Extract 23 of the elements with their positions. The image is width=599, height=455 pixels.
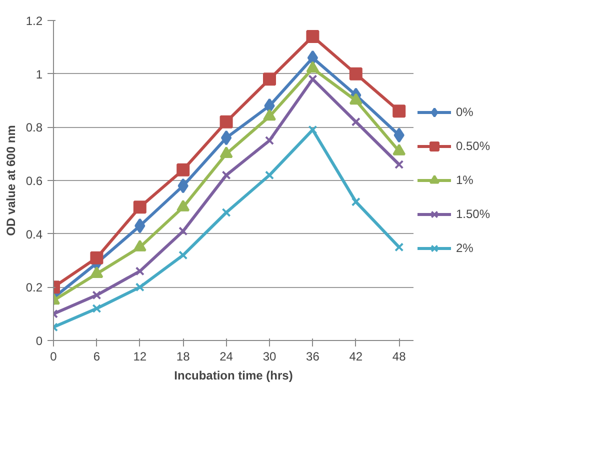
x-tick-label: 30	[262, 350, 276, 364]
y-tick-label: 0.8	[26, 120, 43, 135]
x-tick-label: 6	[93, 350, 100, 364]
x-tick-label: 36	[306, 350, 320, 364]
y-tick-label: 1	[36, 67, 43, 82]
x-tick-label: 0	[50, 350, 58, 364]
x-tick-label: 24	[220, 350, 234, 364]
legend-label: 0%	[456, 105, 474, 119]
legend-label: 0.50%	[456, 139, 490, 153]
y-tick-label: 1.2	[26, 14, 43, 28]
legend-label: 2%	[456, 241, 474, 255]
legend-label: 1%	[456, 173, 474, 187]
y-axis-title: OD value at 600 nm	[4, 125, 18, 236]
y-tick-label: 0	[36, 334, 43, 348]
x-tick-label: 18	[176, 350, 190, 364]
y-tick-label: 0.4	[26, 227, 43, 242]
x-tick-label: 42	[349, 350, 363, 364]
x-axis-title: Incubation time (hrs)	[174, 368, 293, 382]
x-tick-label: 12	[133, 350, 147, 364]
y-tick-label: 0.2	[26, 280, 43, 295]
legend-label: 1.50%	[456, 207, 490, 221]
x-tick-label: 48	[392, 350, 406, 364]
y-tick-label: 0.6	[26, 174, 43, 188]
